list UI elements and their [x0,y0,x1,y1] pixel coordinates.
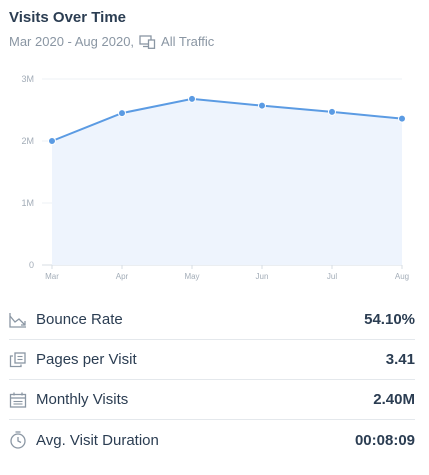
pages-icon [9,351,27,369]
visits-chart-svg: 0 1M 2M 3M Mar Apr May Jun Jul Aug [21,74,409,281]
metric-row-pages-per-visit: Pages per Visit 3.41 [9,340,415,380]
metric-value: 54.10% [364,311,415,328]
y-tick-label: 3M [21,74,34,84]
metric-label: Monthly Visits [36,391,129,408]
x-tick-label: Aug [395,272,409,281]
x-tick-label: Jul [327,272,337,281]
metric-row-avg-visit-duration: Avg. Visit Duration 00:08:09 [9,420,415,460]
widget-subtitle: Mar 2020 - Aug 2020, All Traffic [9,33,214,51]
y-tick-label: 2M [21,136,34,146]
calendar-icon [9,391,27,409]
metrics-list: Bounce Rate 54.10% Pages per Visit 3.41 [9,300,415,460]
data-point [258,101,266,110]
metric-row-bounce-rate: Bounce Rate 54.10% [9,300,415,340]
metric-label: Bounce Rate [36,311,123,328]
x-tick-label: Mar [45,272,59,281]
metric-value: 3.41 [385,351,415,368]
y-tick-label: 1M [21,198,34,208]
x-tick-label: Apr [116,272,129,281]
data-point [48,137,56,145]
series-line [51,97,403,142]
date-range: Mar 2020 - Aug 2020, [9,34,135,49]
data-point [188,94,196,103]
metric-label: Pages per Visit [36,351,137,368]
bounce-rate-icon [9,311,27,329]
metric-row-monthly-visits: Monthly Visits 2.40M [9,380,415,420]
metric-value: 00:08:09 [354,431,415,449]
x-tick-label: May [184,272,199,281]
series-area [52,98,402,265]
widget-title: Visits Over Time [9,9,127,26]
visits-chart: 0 1M 2M 3M Mar Apr May Jun Jul Aug [0,62,429,294]
data-point [118,109,126,118]
metric-value: 2.40M [373,391,415,408]
y-tick-label: 0 [29,260,34,270]
x-tick-label: Jun [256,272,269,281]
devices-icon [139,35,156,49]
clock-icon [9,431,27,449]
metric-label: Avg. Visit Duration [36,431,159,449]
data-point [398,114,406,123]
data-point [328,107,336,116]
traffic-label: All Traffic [161,34,215,49]
